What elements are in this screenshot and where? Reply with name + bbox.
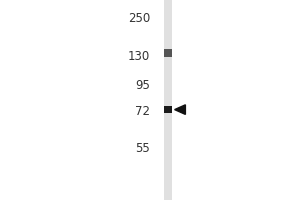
Bar	[164, 49, 172, 57]
Text: 250: 250	[128, 11, 150, 24]
Text: 55: 55	[135, 142, 150, 154]
Bar	[164, 106, 172, 113]
Text: 72: 72	[135, 105, 150, 118]
Text: 130: 130	[128, 50, 150, 63]
Text: 95: 95	[135, 79, 150, 92]
Bar	[164, 0, 172, 200]
Polygon shape	[175, 105, 185, 114]
